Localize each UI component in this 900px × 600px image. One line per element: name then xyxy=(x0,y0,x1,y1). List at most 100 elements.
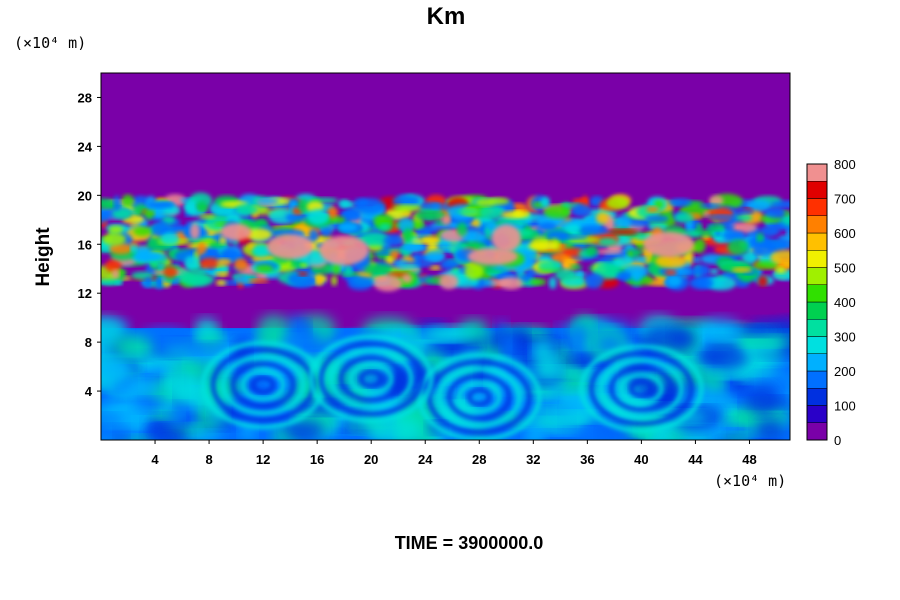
upper-layer-patch xyxy=(359,232,391,246)
x-tick-label: 32 xyxy=(526,452,540,467)
upper-layer-patch xyxy=(555,268,576,281)
lower-layer-blob xyxy=(555,323,568,337)
upper-layer-patch xyxy=(752,242,777,256)
upper-layer-patch xyxy=(400,265,418,270)
upper-layer-patch xyxy=(530,278,547,286)
upper-layer-patch xyxy=(354,198,386,214)
lower-layer-blob xyxy=(722,412,758,425)
upper-layer-patch xyxy=(540,196,551,208)
colorbar-swatch xyxy=(806,215,828,234)
upper-layer-patch xyxy=(189,223,200,240)
lower-layer-blob xyxy=(101,357,130,383)
upper-layer-patch xyxy=(735,209,755,215)
eddy-ring xyxy=(308,334,434,424)
upper-layer-patch xyxy=(709,195,724,206)
upper-layer-patch xyxy=(160,232,180,246)
lower-layer-blob xyxy=(101,413,124,426)
upper-layer-patch xyxy=(163,266,178,278)
upper-layer-patch xyxy=(252,244,271,258)
upper-layer-patch xyxy=(757,275,768,287)
upper-layer-patch xyxy=(703,211,710,217)
upper-layer-patch xyxy=(605,196,630,210)
upper-layer-patch xyxy=(706,276,737,291)
high-value-core xyxy=(467,247,518,266)
colorbar-swatch xyxy=(806,284,828,303)
eddy-ring xyxy=(608,365,674,413)
upper-layer-patch xyxy=(693,238,706,254)
colorbar-frame xyxy=(806,163,828,441)
upper-layer-patch xyxy=(101,211,110,223)
lower-layer-blob xyxy=(424,325,477,341)
upper-layer-patch xyxy=(143,276,153,288)
colorbar-swatch xyxy=(806,232,828,251)
lower-layer-blob xyxy=(702,326,742,341)
upper-layer-patch xyxy=(255,273,268,280)
colorbar-swatch xyxy=(806,301,828,320)
upper-layer-patch xyxy=(108,225,124,234)
colorbar-ticks: 0 100 200 300 400 500 600 700 800 xyxy=(834,157,856,448)
colorbar-swatch xyxy=(806,267,828,285)
upper-layer-patch xyxy=(300,262,309,268)
upper-layer-patch xyxy=(398,217,415,233)
upper-layer-patch xyxy=(321,228,332,236)
eddy-ring xyxy=(338,355,404,403)
upper-layer-patch xyxy=(721,230,745,240)
x-tick-label: 36 xyxy=(580,452,594,467)
colorbar-swatch xyxy=(806,388,828,406)
upper-layer-patch xyxy=(456,222,468,237)
high-value-core xyxy=(643,231,694,258)
upper-layer-patch xyxy=(747,199,772,213)
plot-area xyxy=(101,73,790,440)
lower-layer-blob xyxy=(670,327,698,352)
upper-layer-patch xyxy=(615,215,631,230)
lower-layer-blob xyxy=(113,334,153,359)
upper-layer-patch xyxy=(668,198,692,207)
upper-layer-patch xyxy=(776,266,786,274)
eddy-ring xyxy=(628,379,654,399)
upper-layer-patch xyxy=(756,232,764,244)
upper-layer-patch xyxy=(699,203,722,209)
upper-layer-patch xyxy=(578,225,608,235)
upper-layer-patch xyxy=(101,198,118,209)
upper-layer-patch xyxy=(214,271,230,277)
y-axis-ticks: 4 8 12 16 20 24 28 xyxy=(78,90,101,399)
lower-layer-blob xyxy=(101,425,134,440)
colorbar-swatch xyxy=(806,181,828,199)
upper-layer-patch xyxy=(548,276,557,289)
upper-layer-patch xyxy=(188,268,207,275)
eddy-ring xyxy=(358,369,384,389)
colorbar-swatch xyxy=(806,198,828,216)
x-tick-label: 48 xyxy=(742,452,756,467)
upper-layer-patch xyxy=(613,256,634,268)
upper-layer-patch xyxy=(373,275,403,292)
eddy-ring xyxy=(588,351,694,427)
upper-layer-patch xyxy=(364,263,392,276)
upper-layer-patch xyxy=(598,237,618,246)
upper-layer-patch xyxy=(327,206,338,219)
upper-layer-patch xyxy=(667,275,682,287)
upper-layer-patch xyxy=(490,280,513,286)
upper-layer-patch xyxy=(234,275,250,284)
upper-layer-patch xyxy=(415,210,447,221)
upper-layer-patch xyxy=(429,265,442,270)
y-axis-label: Height xyxy=(33,227,54,287)
upper-layer-patch xyxy=(454,209,480,215)
lower-layer-blob xyxy=(284,419,325,440)
lower-layer-blob xyxy=(169,371,198,401)
upper-layer-patch xyxy=(121,194,134,207)
upper-layer-patch xyxy=(517,274,532,282)
upper-layer-patch xyxy=(184,255,201,271)
upper-layer-patch xyxy=(421,201,443,209)
upper-layer-patch xyxy=(655,254,688,269)
upper-layer-patch xyxy=(383,234,404,247)
eddy-ring xyxy=(328,348,414,410)
upper-layer-patch xyxy=(332,263,341,275)
upper-layer-patch xyxy=(632,269,642,283)
eddy-ring xyxy=(466,387,492,407)
y-tick-label: 28 xyxy=(78,90,92,105)
eddy-ring xyxy=(578,344,704,434)
upper-layer-patch xyxy=(147,201,175,209)
colorbar-tick-label: 300 xyxy=(834,330,856,345)
colorbar xyxy=(806,163,828,441)
